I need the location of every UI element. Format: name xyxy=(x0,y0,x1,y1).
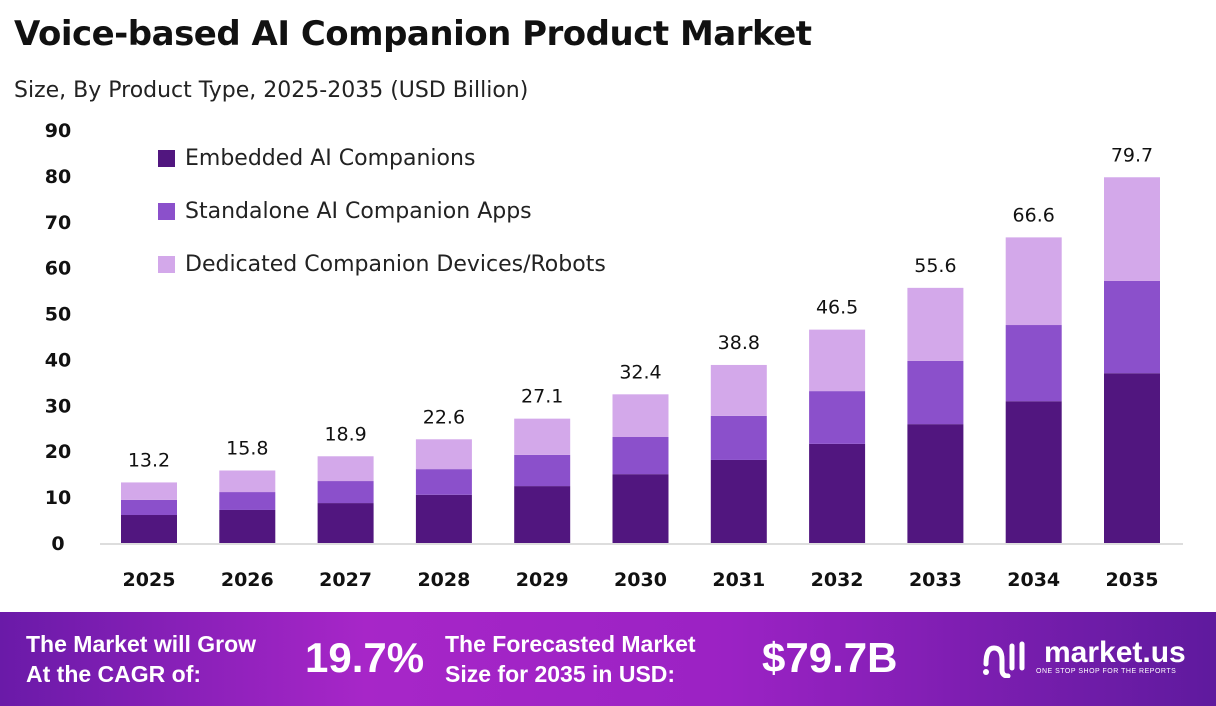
legend-item-embedded: Embedded AI Companions xyxy=(158,132,606,185)
bar-segment-dedicated xyxy=(121,482,177,500)
cagr-label-line1: The Market will Grow xyxy=(26,631,257,657)
x-tick-label: 2029 xyxy=(516,569,569,591)
x-tick-label: 2026 xyxy=(221,569,274,591)
y-tick-label: 70 xyxy=(45,212,71,234)
logo-name: market.us xyxy=(1044,635,1186,669)
bar-segment-standalone xyxy=(415,469,472,495)
bar-segment-standalone xyxy=(121,499,177,516)
data-label-total: 66.6 xyxy=(1013,204,1055,226)
legend-label: Standalone AI Companion Apps xyxy=(185,199,532,224)
forecast-value: $79.7B xyxy=(762,634,898,681)
data-label-total: 38.8 xyxy=(718,332,760,354)
x-tick-label: 2031 xyxy=(712,569,765,591)
data-label-total: 15.8 xyxy=(226,437,268,459)
bar-segment-dedicated xyxy=(809,329,866,392)
x-tick-label: 2028 xyxy=(417,569,470,591)
logo-tagline: ONE STOP SHOP FOR THE REPORTS xyxy=(1036,667,1177,675)
y-tick-label: 10 xyxy=(45,487,71,509)
data-label-total: 18.9 xyxy=(324,423,366,445)
bar-segment-standalone xyxy=(809,391,866,444)
bar-segment-embedded xyxy=(710,459,767,543)
chart: 010203040506070809013.2202515.8202618.92… xyxy=(45,120,1183,591)
bar-segment-dedicated xyxy=(612,394,669,437)
y-tick-label: 30 xyxy=(45,395,71,417)
market-us-logo: market.us ONE STOP SHOP FOR THE REPORTS xyxy=(980,634,1186,678)
bar-segment-dedicated xyxy=(1005,237,1062,326)
chart-title: Voice-based AI Companion Product Market xyxy=(14,14,812,54)
bar-segment-standalone xyxy=(317,481,374,504)
bar-segment-embedded xyxy=(121,515,177,543)
bar-segment-standalone xyxy=(219,492,276,510)
data-label-total: 27.1 xyxy=(521,386,563,408)
x-tick-label: 2032 xyxy=(811,569,864,591)
data-label-total: 79.7 xyxy=(1111,144,1153,166)
x-tick-label: 2030 xyxy=(614,569,667,591)
data-label-total: 46.5 xyxy=(816,297,858,319)
legend-item-standalone: Standalone AI Companion Apps xyxy=(158,185,606,238)
bar-segment-embedded xyxy=(219,509,276,543)
legend-label: Dedicated Companion Devices/Robots xyxy=(185,252,606,277)
y-tick-label: 60 xyxy=(45,258,71,280)
bar-segment-dedicated xyxy=(415,439,472,470)
bar-segment-embedded xyxy=(907,424,964,543)
y-tick-label: 90 xyxy=(45,120,71,142)
cagr-label: The Market will Grow At the CAGR of: xyxy=(26,629,256,689)
data-label-total: 22.6 xyxy=(423,406,465,428)
y-tick-label: 50 xyxy=(45,304,71,326)
bar-segment-embedded xyxy=(514,486,571,543)
legend-swatch xyxy=(158,150,175,167)
bar-segment-standalone xyxy=(710,415,767,460)
y-tick-label: 80 xyxy=(45,166,71,188)
y-tick-label: 0 xyxy=(51,533,64,555)
chart-subtitle: Size, By Product Type, 2025-2035 (USD Bi… xyxy=(14,78,529,103)
bar-segment-standalone xyxy=(1005,325,1062,402)
bar-segment-embedded xyxy=(1005,401,1062,543)
y-tick-label: 20 xyxy=(45,441,71,463)
bar-segment-dedicated xyxy=(219,470,276,493)
data-label-total: 55.6 xyxy=(914,255,956,277)
bar-segment-standalone xyxy=(907,360,964,425)
legend-item-dedicated: Dedicated Companion Devices/Robots xyxy=(158,238,606,291)
cagr-value: 19.7% xyxy=(305,634,425,681)
bar-segment-standalone xyxy=(514,454,571,487)
legend: Embedded AI Companions Standalone AI Com… xyxy=(158,132,606,291)
forecast-label: The Forecasted Market Size for 2035 in US… xyxy=(445,629,696,689)
footer-banner: The Market will Grow At the CAGR of: 19.7… xyxy=(0,612,1216,706)
data-label-total: 13.2 xyxy=(128,449,170,471)
bar-segment-embedded xyxy=(809,443,866,543)
x-tick-label: 2035 xyxy=(1106,569,1159,591)
bar-segment-dedicated xyxy=(710,364,767,416)
x-tick-label: 2033 xyxy=(909,569,962,591)
cagr-label-line2: At the CAGR of: xyxy=(26,661,202,687)
y-tick-label: 40 xyxy=(45,349,71,371)
bar-segment-standalone xyxy=(1104,280,1160,374)
bar-segment-embedded xyxy=(612,474,669,543)
data-label-total: 32.4 xyxy=(619,361,661,383)
legend-swatch xyxy=(158,203,175,220)
logo-icon xyxy=(983,641,1025,678)
bar-segment-embedded xyxy=(415,494,472,543)
legend-swatch xyxy=(158,256,175,273)
bar-segment-embedded xyxy=(1104,373,1160,543)
bar-segment-standalone xyxy=(612,436,669,475)
forecast-label-line1: The Forecasted Market xyxy=(445,631,696,657)
x-tick-label: 2034 xyxy=(1007,569,1060,591)
legend-label: Embedded AI Companions xyxy=(185,146,476,171)
bar-segment-dedicated xyxy=(1104,177,1160,281)
x-tick-label: 2027 xyxy=(319,569,372,591)
bar-segment-embedded xyxy=(317,503,374,543)
bar-segment-dedicated xyxy=(514,418,571,455)
bar-segment-dedicated xyxy=(317,456,374,482)
forecast-label-line2: Size for 2035 in USD: xyxy=(445,661,676,687)
bar-segment-dedicated xyxy=(907,287,964,361)
x-tick-label: 2025 xyxy=(123,569,176,591)
